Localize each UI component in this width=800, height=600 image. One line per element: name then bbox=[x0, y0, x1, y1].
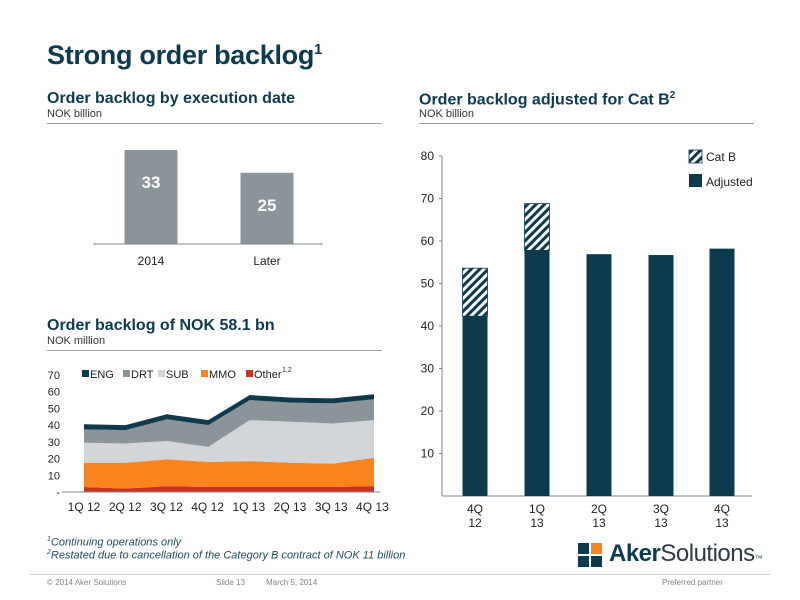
legend-swatch-cat-b bbox=[688, 149, 703, 164]
x-tick-label: 3Q bbox=[653, 502, 669, 516]
data-label: 33 bbox=[142, 173, 161, 192]
segments-chart-subtitle: NOK million bbox=[47, 335, 106, 347]
x-tick-label: 2Q 12 bbox=[109, 500, 142, 514]
adjusted-chart-subtitle: NOK billion bbox=[419, 108, 475, 120]
y-tick-label: 40 bbox=[421, 319, 435, 333]
bar-later bbox=[240, 172, 294, 244]
legend-label-mmo: MMO bbox=[209, 369, 236, 381]
x-tick-label: 4Q bbox=[467, 502, 483, 516]
y-tick-label: 70 bbox=[48, 370, 60, 382]
legend-swatch-sub bbox=[158, 370, 165, 377]
area-eng bbox=[84, 394, 374, 431]
y-tick-label: 50 bbox=[48, 403, 60, 415]
bar-adjusted bbox=[524, 250, 550, 496]
x-tick-label: 4Q bbox=[714, 502, 730, 516]
y-tick-label: 30 bbox=[48, 437, 60, 449]
footer-slide-number: Slide 13 bbox=[216, 578, 245, 587]
execution-chart-title: Order backlog by execution date bbox=[47, 90, 296, 107]
footer-date: March 5, 2014 bbox=[266, 578, 318, 587]
area-other bbox=[84, 486, 374, 492]
x-tick-label: 2Q bbox=[591, 502, 607, 516]
footnote-1: 1Continuing operations only bbox=[47, 536, 182, 549]
x-tick-label: 13 bbox=[530, 516, 544, 530]
legend-superscript: 1,2 bbox=[282, 367, 292, 374]
bar-cat-b bbox=[524, 203, 550, 251]
x-tick-label: 4Q 13 bbox=[356, 500, 389, 514]
bar-2014 bbox=[124, 150, 178, 244]
x-tick-label: 2014 bbox=[138, 254, 165, 268]
divider bbox=[47, 350, 382, 351]
x-tick-label: 3Q 12 bbox=[150, 500, 183, 514]
slide-title: Strong order backlog1 bbox=[47, 40, 323, 70]
area-mmo bbox=[84, 457, 374, 489]
legend-label-adjusted: Adjusted bbox=[706, 175, 753, 189]
y-tick-label: 40 bbox=[48, 420, 60, 432]
legend-label-eng: ENG bbox=[90, 369, 114, 381]
y-tick-label: 70 bbox=[421, 192, 435, 206]
x-tick-label: Later bbox=[253, 254, 280, 268]
legend-label-sub: SUB bbox=[166, 369, 189, 381]
x-tick-label: 13 bbox=[715, 516, 729, 530]
x-tick-label: 1Q 12 bbox=[68, 500, 101, 514]
bar-adjusted bbox=[586, 254, 612, 496]
y-tick-label: 20 bbox=[421, 404, 435, 418]
footnote-2: 2Restated due to cancellation of the Cat… bbox=[47, 549, 406, 562]
x-tick-label: 4Q 12 bbox=[191, 500, 224, 514]
y-tick-label: 20 bbox=[48, 454, 60, 466]
legend-label-other: Other bbox=[254, 369, 282, 381]
legend-label-cat-b: Cat B bbox=[706, 150, 736, 164]
area-drt bbox=[84, 399, 374, 447]
x-tick-label: 13 bbox=[592, 516, 606, 530]
y-tick-label: 80 bbox=[421, 149, 435, 163]
x-tick-label: 3Q 13 bbox=[315, 500, 348, 514]
y-tick-label: - bbox=[56, 487, 60, 499]
bar-adjusted bbox=[709, 248, 735, 496]
legend-swatch-mmo bbox=[201, 370, 208, 377]
y-tick-label: 50 bbox=[421, 277, 435, 291]
x-tick-label: 12 bbox=[468, 516, 482, 530]
legend-swatch-drt bbox=[123, 370, 130, 377]
footer-divider bbox=[30, 574, 770, 575]
segments-chart-title: Order backlog of NOK 58.1 bn bbox=[47, 317, 275, 334]
footer-copyright: © 2014 Aker Solutions bbox=[47, 578, 127, 587]
legend-swatch-adjusted bbox=[689, 174, 702, 187]
area-sub bbox=[84, 420, 374, 464]
divider bbox=[419, 123, 754, 124]
x-tick-label: 13 bbox=[654, 516, 668, 530]
legend-swatch-other bbox=[246, 370, 253, 377]
legend-swatch-eng bbox=[82, 370, 89, 377]
y-tick-label: 10 bbox=[48, 470, 60, 482]
bar-cat-b bbox=[462, 267, 488, 317]
execution-chart-subtitle: NOK billion bbox=[47, 108, 103, 120]
legend-label-drt: DRT bbox=[131, 369, 154, 381]
x-tick-label: 1Q 13 bbox=[232, 500, 265, 514]
y-tick-label: 60 bbox=[48, 387, 60, 399]
divider bbox=[47, 123, 382, 124]
y-tick-label: 60 bbox=[421, 234, 435, 248]
y-tick-label: 30 bbox=[421, 362, 435, 376]
bar-adjusted bbox=[648, 255, 674, 496]
footer-tagline: Preferred partner bbox=[662, 578, 723, 587]
x-tick-label: 2Q 13 bbox=[274, 500, 307, 514]
adjusted-chart-title: Order backlog adjusted for Cat B2 bbox=[419, 90, 676, 109]
bar-adjusted bbox=[462, 316, 488, 496]
logo-text: AkerSolutions™ bbox=[609, 540, 763, 567]
logo-mark-icon bbox=[578, 543, 602, 567]
y-tick-label: 10 bbox=[421, 447, 435, 461]
x-tick-label: 1Q bbox=[529, 502, 545, 516]
data-label: 25 bbox=[258, 196, 277, 215]
